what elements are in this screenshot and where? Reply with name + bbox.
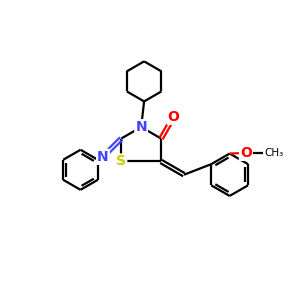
Text: N: N [135, 120, 147, 134]
Text: O: O [168, 110, 179, 124]
Text: N: N [97, 150, 109, 164]
Text: CH₃: CH₃ [264, 148, 284, 158]
Text: S: S [116, 154, 126, 169]
Text: O: O [240, 146, 252, 160]
